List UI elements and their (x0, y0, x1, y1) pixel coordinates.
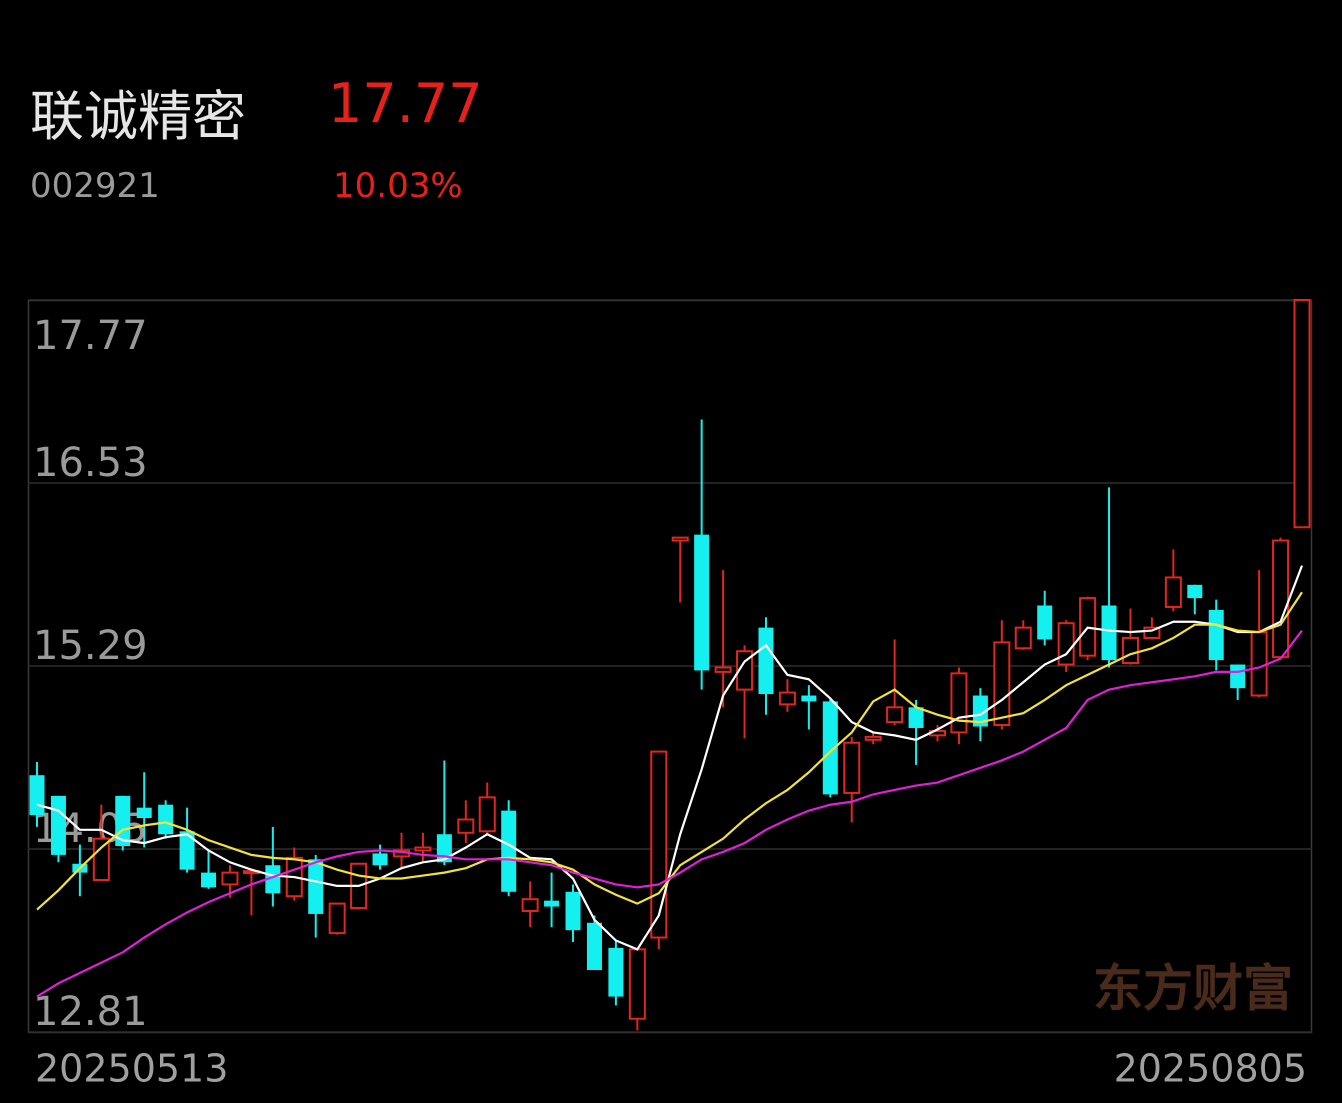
candle-body (1057, 622, 1075, 666)
candle-body (1143, 626, 1161, 639)
candle-body (864, 735, 882, 741)
candle-body (628, 948, 646, 1020)
candle-body (586, 922, 602, 971)
candle-body (778, 691, 796, 706)
candle-body (650, 750, 668, 939)
candle-body (972, 695, 988, 727)
stock-price: 17.77 (328, 72, 483, 135)
candle-body (1293, 299, 1311, 529)
candle-body (179, 831, 195, 870)
candle-body (714, 666, 732, 673)
candle-body (1121, 636, 1139, 665)
candle-body (758, 627, 774, 695)
candle-body (1014, 626, 1032, 650)
x-tick-label: 20250513 (35, 1047, 228, 1091)
y-tick-label: 15.29 (33, 623, 148, 669)
candle-body (1037, 605, 1053, 640)
candle-body (1164, 576, 1182, 608)
candle-body (1208, 609, 1224, 661)
stock-name: 联诚精密 (30, 85, 246, 148)
candle-body (908, 707, 924, 728)
candle-body (1272, 539, 1290, 659)
candle-body (92, 837, 110, 881)
moving-average-line (36, 629, 1303, 998)
candle-body (1101, 605, 1117, 661)
y-tick-label: 17.77 (33, 313, 148, 359)
x-tick-label: 20250805 (1114, 1047, 1307, 1091)
candle-body (478, 796, 496, 833)
candle-body (1250, 631, 1268, 697)
candle-body (1187, 584, 1203, 599)
candle-body (671, 536, 689, 542)
candle-body (265, 865, 281, 894)
y-tick-label: 16.53 (33, 440, 148, 486)
moving-average-line (36, 565, 1304, 951)
watermark: 东方财富 (1093, 960, 1293, 1018)
candle-body (843, 741, 861, 794)
candle-body (801, 695, 817, 702)
candle-body (457, 818, 475, 834)
candle-body (886, 706, 904, 724)
stock-change: 10.03% (333, 166, 463, 206)
candle-body (221, 871, 239, 886)
candle-body (1230, 664, 1246, 689)
candle-body (544, 900, 560, 907)
stock-code: 002921 (30, 166, 160, 206)
candle-body (736, 650, 754, 691)
candle-body (414, 846, 432, 852)
candle-body (50, 795, 66, 855)
candle-body (950, 672, 968, 734)
candle-body (521, 898, 539, 912)
candle-body (501, 810, 517, 892)
candle-body (29, 775, 45, 816)
candle-body (822, 701, 838, 795)
candle-body (608, 947, 624, 997)
candle-body (158, 804, 174, 835)
y-tick-label: 12.81 (33, 989, 148, 1035)
candle-body (201, 872, 217, 888)
candle-body (993, 641, 1011, 727)
candle-body (372, 853, 388, 866)
candle-body (328, 902, 346, 935)
candle-body (136, 807, 152, 819)
candle-body (565, 891, 581, 931)
candle-body (308, 859, 324, 914)
candle-body (694, 534, 710, 671)
